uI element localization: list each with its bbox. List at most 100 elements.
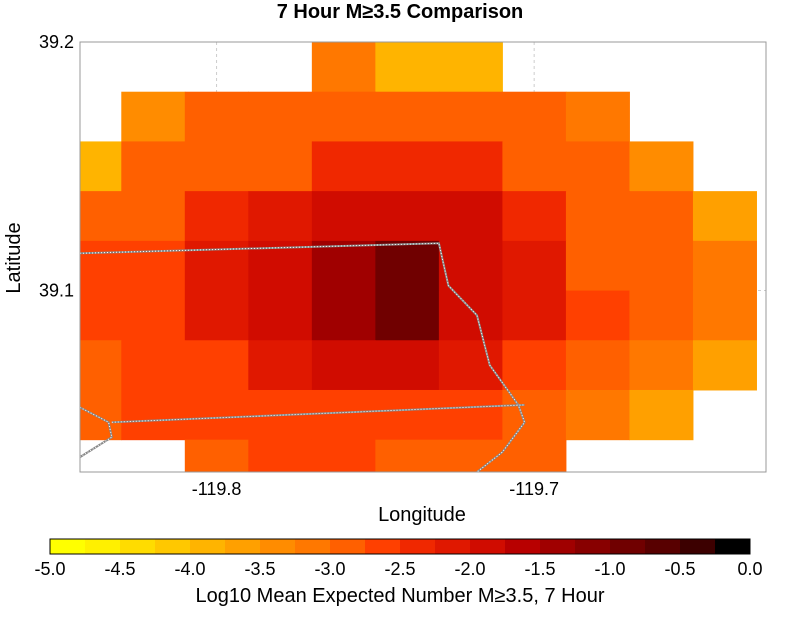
colorbar-tick-label: -1.0 [594,559,625,579]
colorbar-swatch [190,539,226,554]
heatmap-cell [311,290,376,341]
colorbar-swatch [470,539,506,554]
y-tick-label: 39.2 [39,32,74,52]
heatmap-cell [629,389,694,441]
heatmap-cell [438,240,503,292]
colorbar-swatch [610,539,646,554]
colorbar-swatch [400,539,436,554]
heatmap-cell [121,389,186,441]
heatmap-cell [121,91,186,142]
colorbar-swatch [50,539,86,554]
heatmap-cell [438,340,503,391]
x-tick-label: -119.8 [192,479,242,499]
heatmap-cell [565,389,630,441]
x-axis-label: Longitude [378,504,466,526]
heatmap-cell [80,340,122,391]
heatmap-cell [438,141,503,192]
boundary-dotted-line [80,406,113,458]
heatmap-cell [502,439,567,472]
heatmap-cell [565,290,630,341]
heatmap-cell [502,191,567,242]
colorbar-tick-label: -0.5 [664,559,695,579]
colorbar-tick-label: -1.5 [524,559,555,579]
colorbar-swatch [330,539,366,554]
boundary-line [80,242,526,472]
heatmap-cell [248,340,313,391]
heatmap-cell [629,240,694,292]
colorbar-tick-label: -2.0 [454,559,485,579]
colorbar-tick-label: -4.5 [104,559,135,579]
heatmap-cell [184,340,249,391]
heatmap-cell [311,439,376,472]
heatmap-cell [565,191,630,242]
boundary-line [111,403,525,424]
heatmap-cell [375,439,440,472]
heatmap-cell [692,191,757,242]
heatmap-cell [375,141,440,192]
heatmap-cell [565,91,630,142]
colorbar-swatch [295,539,331,554]
heatmap-cell [311,191,376,242]
colorbar-swatch [120,539,156,554]
heatmap-cell [311,389,376,441]
heatmap-cell [375,42,440,93]
heatmap-cell [375,91,440,142]
colorbar-label: Log10 Mean Expected Number M≥3.5, 7 Hour [196,585,605,607]
heatmap-cell [184,191,249,242]
heatmap-cell [248,290,313,341]
heatmap-cell [184,290,249,341]
heatmap-cell [629,340,694,391]
heatmap-cell [184,141,249,192]
heatmap-cell [80,389,122,441]
heatmap-cell [80,290,122,341]
colorbar-swatch [435,539,471,554]
colorbar-ticks: -5.0 -4.5 -4.0 -3.5 -3.0 -2.5 -2.0 -1.5 -1.0 -0.5… [34,559,762,579]
heatmap-cell [375,340,440,391]
heatmap-cell [375,290,440,341]
heatmap-cell [692,290,757,341]
heatmap-cell [502,340,567,391]
heatmap-cell [692,340,757,391]
heatmap-cell [80,240,122,292]
chart-title: 7 Hour M≥3.5 Comparison [277,1,524,23]
heatmap-cell [248,439,313,472]
colorbar-swatch [645,539,681,554]
heatmap-cell [121,240,186,292]
heatmap-cell [121,141,186,192]
colorbar-swatch [260,539,296,554]
heatmap-cell [438,439,503,472]
heatmap-cell [565,240,630,292]
heatmap-cell [438,191,503,242]
heatmap-cell [121,191,186,242]
heatmap-cell [80,141,122,192]
colorbar-tick-label: -3.0 [314,559,345,579]
colorbar-tick-label: -3.5 [244,559,275,579]
colorbar-swatch [85,539,121,554]
heatmap-cell [502,290,567,341]
heatmap-cell [80,191,122,242]
heatmap-cell [565,141,630,192]
heatmap-cells [80,42,757,472]
y-axis-ticks: 39.1 39.2 [39,32,74,301]
heatmap-cell [502,141,567,192]
heatmap-cell [375,240,440,292]
colorbar-swatch [540,539,576,554]
heatmap-cell [184,389,249,441]
heatmap-cell [311,141,376,192]
heatmap-cell [311,340,376,391]
colorbar-swatch [680,539,716,554]
heatmap-cell [184,439,249,472]
heatmap-cell [248,141,313,192]
heatmap-cell [311,240,376,292]
heatmap-cell [121,290,186,341]
plot-area [79,41,767,473]
heatmap-cell [502,91,567,142]
heatmap-cell [629,141,694,192]
colorbar-swatch [715,539,751,554]
heatmap-cell [438,290,503,341]
colorbar-swatch [155,539,191,554]
plot-frame [79,41,767,473]
heatmap-cell [438,91,503,142]
x-axis-ticks: -119.8 -119.7 [192,479,559,499]
